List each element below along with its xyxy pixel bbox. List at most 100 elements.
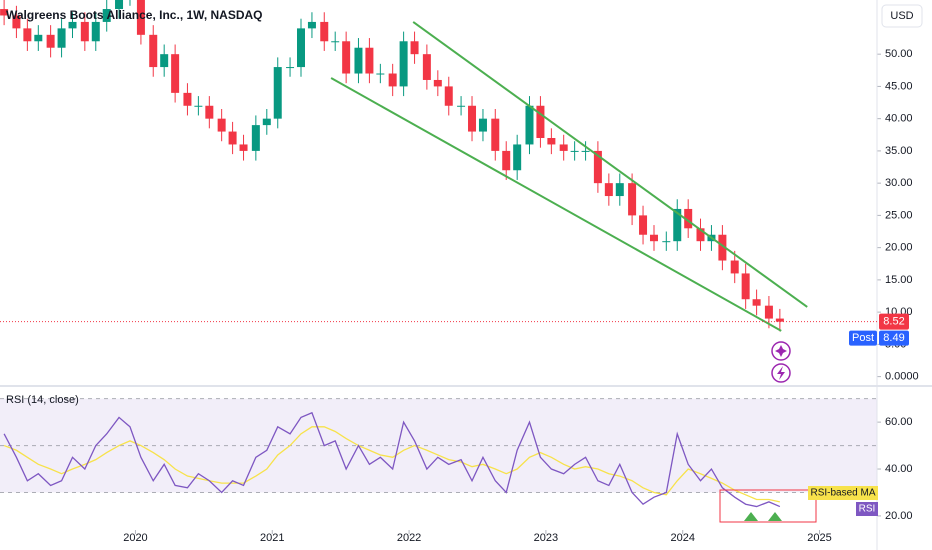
candle-body bbox=[593, 150, 602, 184]
candle-body bbox=[149, 34, 158, 68]
y-tick-label: 20.00 bbox=[885, 510, 913, 522]
post-price-label: 8.49 bbox=[883, 332, 904, 344]
marker-triangle bbox=[768, 512, 782, 521]
candle-body bbox=[718, 234, 727, 261]
candle-body bbox=[320, 21, 329, 42]
candle-body bbox=[0, 9, 9, 16]
chart-title: Walgreens Boots Alliance, Inc., 1W, NASD… bbox=[6, 8, 263, 22]
candle-body bbox=[775, 318, 784, 322]
y-tick-label: 15.00 bbox=[885, 274, 913, 286]
candle-body bbox=[673, 208, 682, 242]
marker-triangle bbox=[744, 512, 758, 521]
candle-body bbox=[628, 183, 637, 216]
legend-label: RSI bbox=[859, 504, 876, 515]
candle-body bbox=[478, 118, 487, 132]
candle-body bbox=[80, 21, 89, 42]
candle-body bbox=[696, 228, 705, 242]
candle-body bbox=[444, 86, 453, 106]
candle-body bbox=[273, 67, 282, 119]
candle-body bbox=[662, 241, 671, 243]
candle-body bbox=[513, 144, 522, 171]
candle-body bbox=[433, 79, 442, 87]
highlight-box bbox=[719, 489, 817, 523]
candle-body bbox=[331, 41, 340, 43]
y-tick-label: 50.00 bbox=[885, 48, 913, 60]
y-tick-label: 25.00 bbox=[885, 209, 913, 221]
candle-body bbox=[422, 54, 431, 80]
candle-body bbox=[604, 183, 613, 197]
currency-button[interactable] bbox=[881, 4, 923, 28]
trend-line bbox=[412, 21, 808, 308]
last-price-label: 8.52 bbox=[883, 316, 904, 328]
candle-body bbox=[491, 118, 500, 151]
candle-body bbox=[388, 73, 397, 87]
candle-body bbox=[410, 41, 419, 55]
candle-body bbox=[12, 15, 21, 29]
y-tick-label: 30.00 bbox=[885, 177, 913, 189]
legend-label: RSI-based MA bbox=[810, 488, 875, 499]
candle-body bbox=[194, 105, 203, 107]
candle-body bbox=[365, 47, 374, 74]
candle-body bbox=[570, 150, 579, 152]
candle-body bbox=[205, 105, 214, 119]
candle-body bbox=[68, 21, 77, 29]
candle-body bbox=[115, 0, 124, 10]
x-tick-label: 2022 bbox=[397, 532, 421, 544]
candle-body bbox=[239, 144, 248, 151]
x-tick-label: 2020 bbox=[123, 532, 147, 544]
candle-body bbox=[730, 260, 739, 274]
candle-body bbox=[160, 54, 169, 68]
candle-body bbox=[615, 183, 624, 197]
candle-body bbox=[286, 67, 295, 69]
candle-body bbox=[547, 138, 556, 145]
candle-body bbox=[262, 118, 271, 126]
candle-body bbox=[91, 21, 100, 42]
candle-body bbox=[752, 299, 761, 306]
candle-body bbox=[399, 41, 408, 87]
series-line bbox=[3, 426, 780, 503]
series-line bbox=[3, 411, 781, 508]
candle-body bbox=[525, 105, 534, 145]
y-tick-label: 60.00 bbox=[885, 416, 913, 428]
currency-label[interactable]: USD bbox=[890, 10, 913, 22]
candle-body bbox=[102, 9, 111, 22]
y-tick-label: 40.00 bbox=[885, 463, 913, 475]
candle-body bbox=[228, 131, 237, 145]
x-tick-label: 2023 bbox=[534, 532, 558, 544]
candle-body bbox=[251, 125, 260, 151]
candle-body bbox=[46, 34, 55, 48]
candle-body bbox=[23, 28, 32, 42]
candle-body bbox=[342, 41, 351, 74]
candle-body bbox=[536, 105, 545, 139]
legend-tag bbox=[808, 486, 878, 500]
candle-body bbox=[57, 28, 66, 48]
candle-body bbox=[502, 150, 511, 171]
rsi-annotations bbox=[719, 489, 817, 523]
candle-body bbox=[741, 273, 750, 300]
x-tick-label: 2024 bbox=[670, 532, 694, 544]
post-price-box bbox=[879, 330, 909, 346]
candle-body bbox=[34, 34, 43, 42]
last-price-box bbox=[879, 313, 909, 330]
legend-tag bbox=[856, 502, 878, 516]
candle-body bbox=[559, 144, 568, 151]
indicator-icons bbox=[771, 341, 791, 383]
candle-body bbox=[354, 47, 363, 74]
candle-body bbox=[457, 105, 466, 107]
y-tick-label: 45.00 bbox=[885, 80, 913, 92]
post-tag-label: Post bbox=[852, 332, 874, 344]
y-tick-label: 0.0000 bbox=[885, 371, 919, 383]
candle-body bbox=[307, 21, 316, 29]
y-tick-label: 20.00 bbox=[885, 242, 913, 254]
candle-body bbox=[171, 54, 180, 93]
x-tick-label: 2025 bbox=[807, 532, 831, 544]
candle-body bbox=[468, 105, 477, 132]
candle-body bbox=[684, 208, 693, 229]
candle-body bbox=[639, 215, 648, 235]
post-tag-box bbox=[849, 330, 877, 346]
candle-body bbox=[136, 0, 145, 35]
candle-body bbox=[764, 305, 773, 319]
x-tick-label: 2021 bbox=[260, 532, 284, 544]
candle-body bbox=[581, 150, 590, 152]
